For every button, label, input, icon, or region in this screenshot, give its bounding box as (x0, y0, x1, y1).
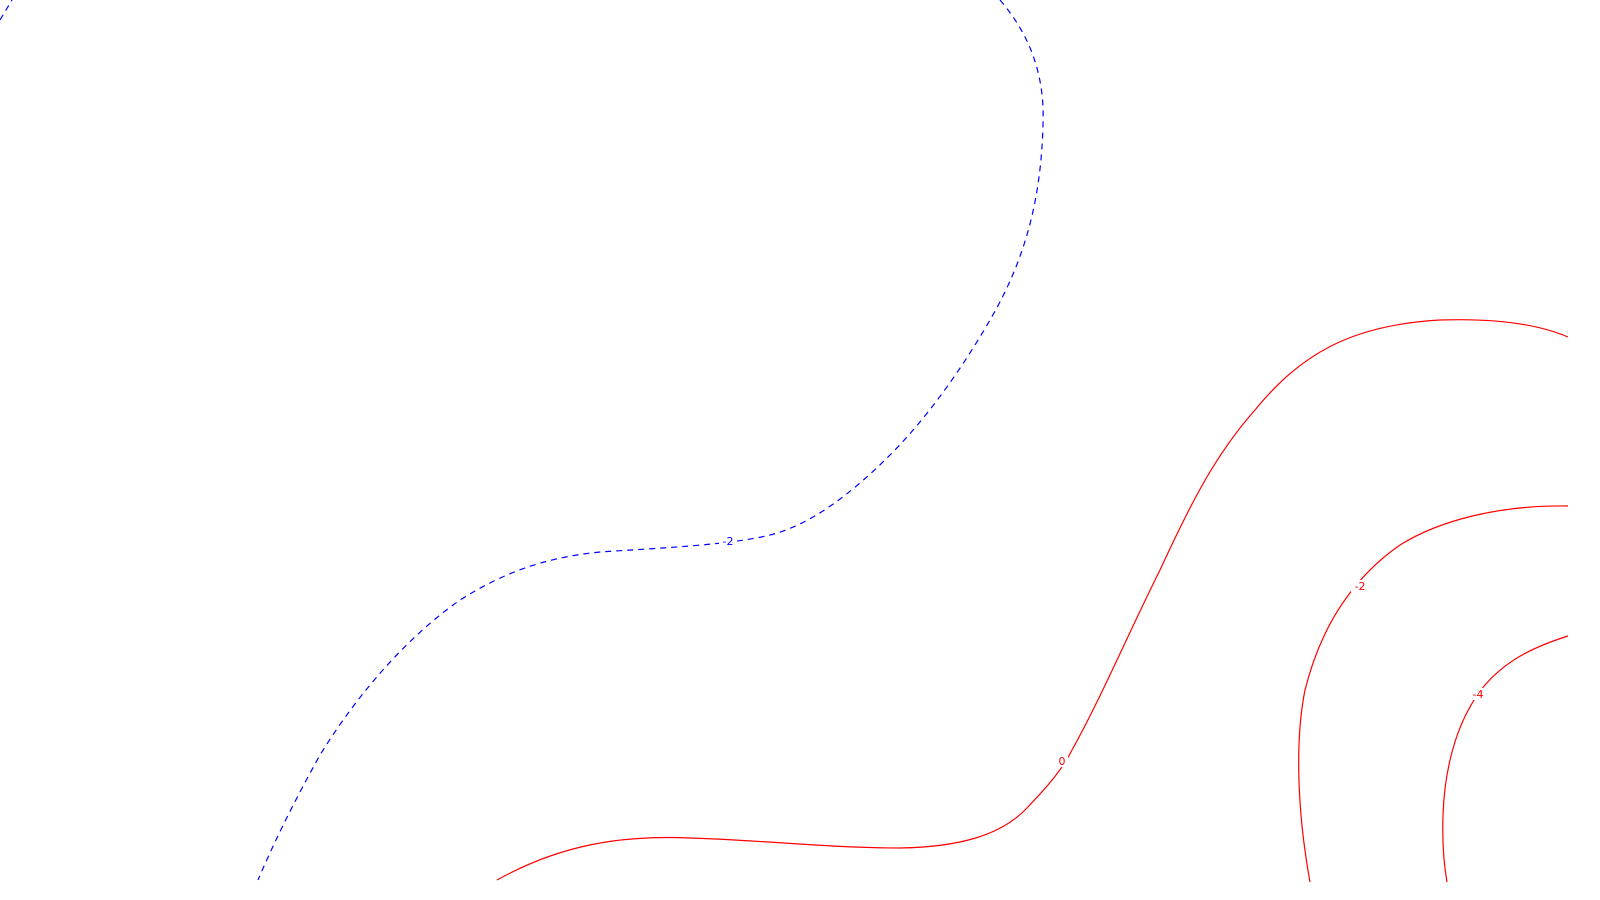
contour-label-blue: -2 (723, 535, 734, 548)
contour-label-red-neg2: -2 (1355, 580, 1366, 593)
contour-label-red-neg4: -4 (1473, 688, 1484, 701)
contour-line-red-0 (496, 319, 1569, 881)
contour-line-red-neg2 (1298, 505, 1569, 883)
contour-line-red-neg4 (1442, 635, 1569, 883)
contour-label-bg (1056, 755, 1068, 767)
contour-label-bg (719, 535, 737, 547)
contour-label-red-0: 0 (1059, 755, 1066, 768)
contour-line-blue-neg2 (0, 0, 1044, 881)
contour-label-bg (1351, 580, 1369, 592)
contour-label-bg (1469, 688, 1487, 700)
